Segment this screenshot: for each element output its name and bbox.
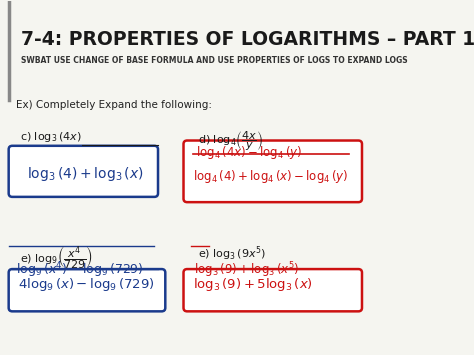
Text: Ex) Completely Expand the following:: Ex) Completely Expand the following: — [16, 100, 212, 110]
FancyBboxPatch shape — [9, 146, 158, 197]
Text: $\log_3(9) + 5\log_3(x)$: $\log_3(9) + 5\log_3(x)$ — [192, 276, 312, 293]
Text: e) $\log_9\!\left(\dfrac{x^4}{729}\right)$: e) $\log_9\!\left(\dfrac{x^4}{729}\right… — [19, 245, 92, 272]
Text: 7-4: PROPERTIES OF LOGARITHMS – PART 1: 7-4: PROPERTIES OF LOGARITHMS – PART 1 — [21, 29, 474, 49]
Text: $\log_3(9) + \log_3(x^5)$: $\log_3(9) + \log_3(x^5)$ — [194, 260, 300, 280]
Text: $\log_4(4) + \log_4(x) - \log_4(y)$: $\log_4(4) + \log_4(x) - \log_4(y)$ — [192, 168, 348, 185]
FancyBboxPatch shape — [183, 269, 362, 311]
Text: e) $\log_3(9x^5)$: e) $\log_3(9x^5)$ — [198, 245, 266, 263]
Text: $\log_3(4) + \log_3(x)$: $\log_3(4) + \log_3(x)$ — [27, 165, 144, 183]
Text: $\log_9(x^4) - \log_9(729)$: $\log_9(x^4) - \log_9(729)$ — [16, 260, 144, 280]
Text: $\log_4(4x) - \log_4(y)$: $\log_4(4x) - \log_4(y)$ — [196, 144, 302, 161]
Text: d) $\log_4\!\left(\dfrac{4x}{y}\right)$: d) $\log_4\!\left(\dfrac{4x}{y}\right)$ — [198, 130, 263, 153]
Text: $4\log_9(x) - \log_9(729)$: $4\log_9(x) - \log_9(729)$ — [18, 276, 155, 293]
Text: SWBAT USE CHANGE OF BASE FORMULA AND USE PROPERTIES OF LOGS TO EXPAND LOGS: SWBAT USE CHANGE OF BASE FORMULA AND USE… — [21, 56, 408, 65]
Text: c) $\log_3(4x)$: c) $\log_3(4x)$ — [19, 130, 81, 144]
FancyBboxPatch shape — [9, 269, 165, 311]
FancyBboxPatch shape — [183, 141, 362, 202]
